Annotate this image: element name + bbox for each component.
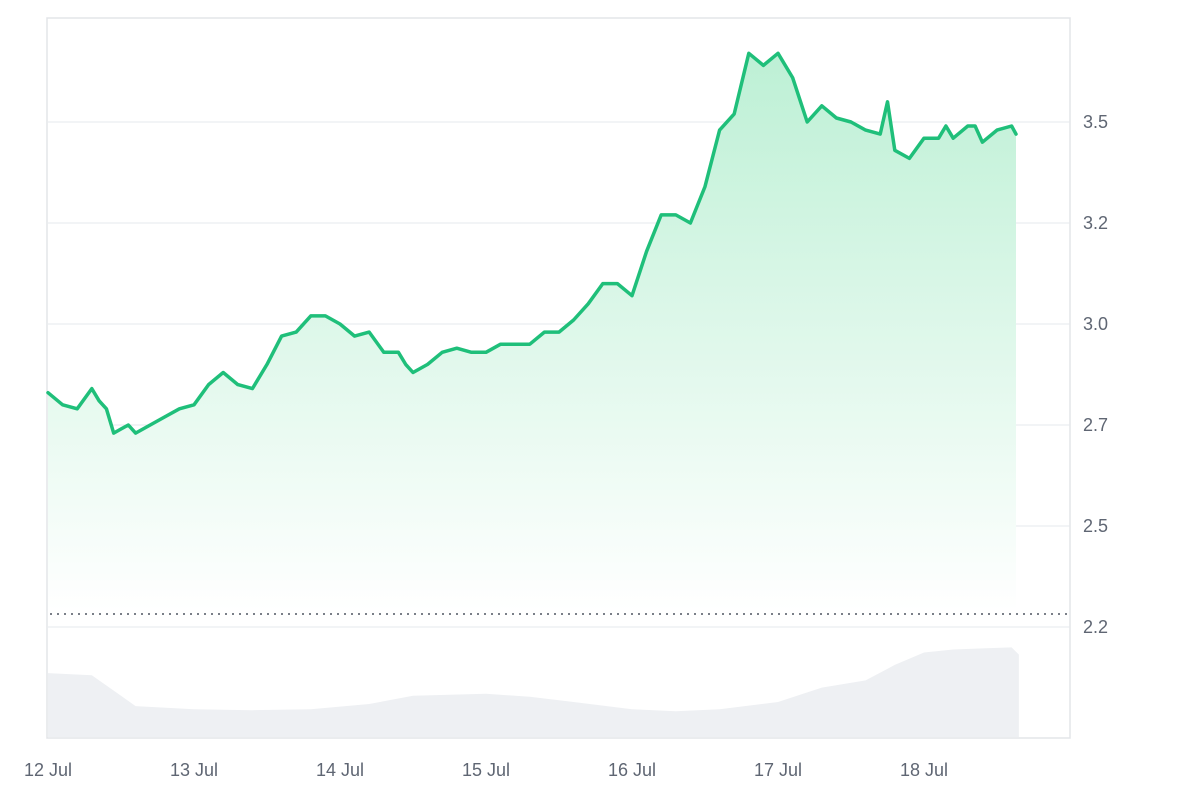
- y-tick-label: 3.0: [1083, 314, 1108, 334]
- x-tick-label: 14 Jul: [316, 760, 364, 780]
- x-tick-label: 17 Jul: [754, 760, 802, 780]
- x-tick-label: 15 Jul: [462, 760, 510, 780]
- x-tick-label: 18 Jul: [900, 760, 948, 780]
- y-tick-label: 2.7: [1083, 415, 1108, 435]
- x-tick-label: 12 Jul: [24, 760, 72, 780]
- x-tick-label: 13 Jul: [170, 760, 218, 780]
- plot-frame: [46, 17, 1071, 739]
- y-axis-ticks: 2.2 2.5 2.7 3.0 3.2 3.5: [1083, 112, 1108, 637]
- y-tick-label: 2.2: [1083, 617, 1108, 637]
- y-tick-label: 3.2: [1083, 213, 1108, 233]
- y-tick-label: 2.5: [1083, 516, 1108, 536]
- price-area-fill: [48, 53, 1016, 611]
- x-axis-ticks: 12 Jul 13 Jul 14 Jul 15 Jul 16 Jul 17 Jul 18 J…: [24, 760, 948, 780]
- price-line: [46, 51, 1018, 435]
- y-tick-label: 3.5: [1083, 112, 1108, 132]
- x-tick-label: 16 Jul: [608, 760, 656, 780]
- price-series-line: [46, 51, 1018, 435]
- price-area: [48, 53, 1016, 611]
- volume-area: [48, 647, 1019, 737]
- volume-shape: [48, 647, 1019, 737]
